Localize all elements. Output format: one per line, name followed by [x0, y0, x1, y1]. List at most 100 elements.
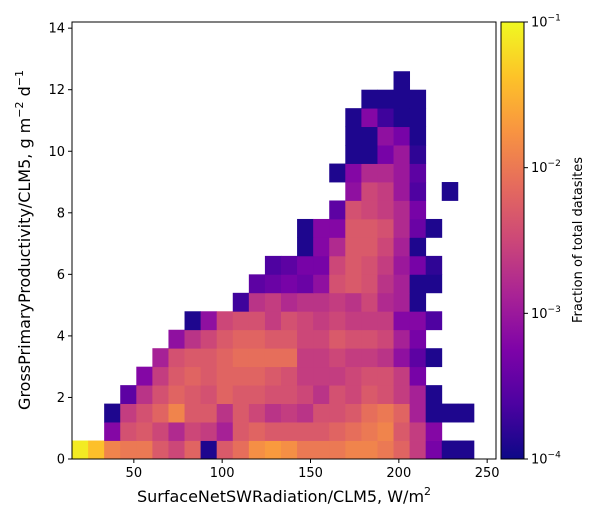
heatmap-cell [297, 348, 314, 368]
heatmap-cell [345, 163, 362, 183]
heatmap-cell [361, 126, 378, 146]
heatmap-cell [200, 422, 218, 441]
heatmap-cell [345, 237, 362, 257]
heatmap-cell [361, 163, 378, 183]
heatmap-cell [377, 348, 394, 368]
heatmap-cell [393, 108, 411, 128]
heatmap-cell [200, 385, 218, 404]
heatmap-cell [393, 237, 411, 257]
heatmap-cell [345, 108, 362, 128]
heatmap-cell [264, 274, 282, 294]
heatmap-cell [168, 422, 185, 441]
heatmap-cell [393, 218, 411, 238]
heatmap-cell [345, 255, 362, 275]
heatmap-cell [313, 348, 330, 368]
heatmap-cell [425, 218, 443, 238]
heatmap-cell [377, 329, 394, 349]
x-tick-label: 100 [210, 466, 235, 481]
heatmap-cell [425, 422, 443, 441]
heatmap-cell [248, 311, 266, 331]
heatmap-cell [329, 385, 346, 404]
y-tick-label: 2 [57, 391, 65, 406]
heatmap-cell [361, 329, 378, 349]
heatmap-cell [377, 255, 394, 275]
heatmap-cell [120, 440, 137, 460]
heatmap-cell [248, 348, 266, 368]
heatmap-cell [232, 403, 250, 423]
heatmap-cell [377, 311, 394, 331]
heatmap-cell [281, 311, 298, 331]
heatmap-cell [297, 403, 314, 423]
heatmap-cell [361, 182, 378, 201]
heatmap-cell [248, 385, 266, 404]
heatmap-cell [345, 403, 362, 423]
heatmap-cell [264, 311, 282, 331]
heatmap-cell [216, 422, 234, 441]
heatmap-cell [377, 182, 394, 201]
heatmap-cell [200, 311, 218, 331]
heatmap-cell [281, 422, 298, 441]
heatmap-cell [393, 311, 411, 331]
heatmap-cell [136, 440, 153, 460]
colorbar [500, 21, 525, 460]
heatmap-cell [345, 182, 362, 201]
heatmap-cell [313, 218, 330, 238]
heatmap-cell [329, 255, 346, 275]
heatmap-cell [281, 292, 298, 312]
heatmap-cell [361, 108, 378, 128]
heatmap-cell [361, 255, 378, 275]
heatmap-cell [216, 311, 234, 331]
heatmap-cell [361, 440, 378, 460]
heatmap-cell [264, 403, 282, 423]
heatmap-cell [281, 329, 298, 349]
heatmap-cell [457, 403, 475, 423]
heatmap-cell [377, 163, 394, 183]
heatmap-cells [72, 71, 475, 460]
colorbar-tick-label: 10−3 [531, 305, 561, 322]
colorbar-label: Fraction of total datasites [571, 157, 586, 323]
heatmap-cell [377, 292, 394, 312]
heatmap-cell [248, 274, 266, 294]
heatmap-cell [393, 274, 411, 294]
heatmap-cell [345, 145, 362, 164]
x-tick-label: 150 [298, 466, 323, 481]
heatmap-cell [409, 237, 427, 257]
heatmap-cell [184, 440, 202, 460]
heatmap-cell [136, 385, 153, 404]
heatmap-cell [313, 255, 330, 275]
heatmap-cell [361, 311, 378, 331]
heatmap-cell [393, 403, 411, 423]
heatmap-cell [313, 311, 330, 331]
heatmap-cell [297, 274, 314, 294]
heatmap-cell [377, 422, 394, 441]
heatmap-cell [152, 366, 169, 386]
heatmap-cell [152, 422, 169, 441]
heatmap-cell [329, 218, 346, 238]
heatmap-cell [232, 329, 250, 349]
heatmap-cell [409, 385, 427, 404]
heatmap-cell [297, 237, 314, 257]
heatmap-cell [393, 422, 411, 441]
heatmap-cell [441, 403, 459, 423]
heatmap-cell [152, 348, 169, 368]
heatmap-cell [120, 403, 137, 423]
heatmap-cell [377, 89, 394, 109]
heatmap-cell [345, 200, 362, 220]
heatmap-cell [361, 200, 378, 220]
heatmap-cell [264, 422, 282, 441]
heatmap-cell [393, 366, 411, 386]
heatmap-cell [393, 182, 411, 201]
heatmap-cell [216, 440, 234, 460]
heatmap-cell [393, 329, 411, 349]
y-tick-label: 10 [48, 145, 65, 160]
heatmap-cell [361, 145, 378, 164]
heatmap-cell [329, 348, 346, 368]
heatmap-cell [361, 403, 378, 423]
heatmap-cell [409, 366, 427, 386]
heatmap-cell [88, 440, 105, 460]
colorbar-ticks: 10−4 10−3 10−2 10−1 [524, 14, 561, 468]
heatmap-cell [409, 422, 427, 441]
heatmap-cell [200, 348, 218, 368]
heatmap-cell [313, 274, 330, 294]
